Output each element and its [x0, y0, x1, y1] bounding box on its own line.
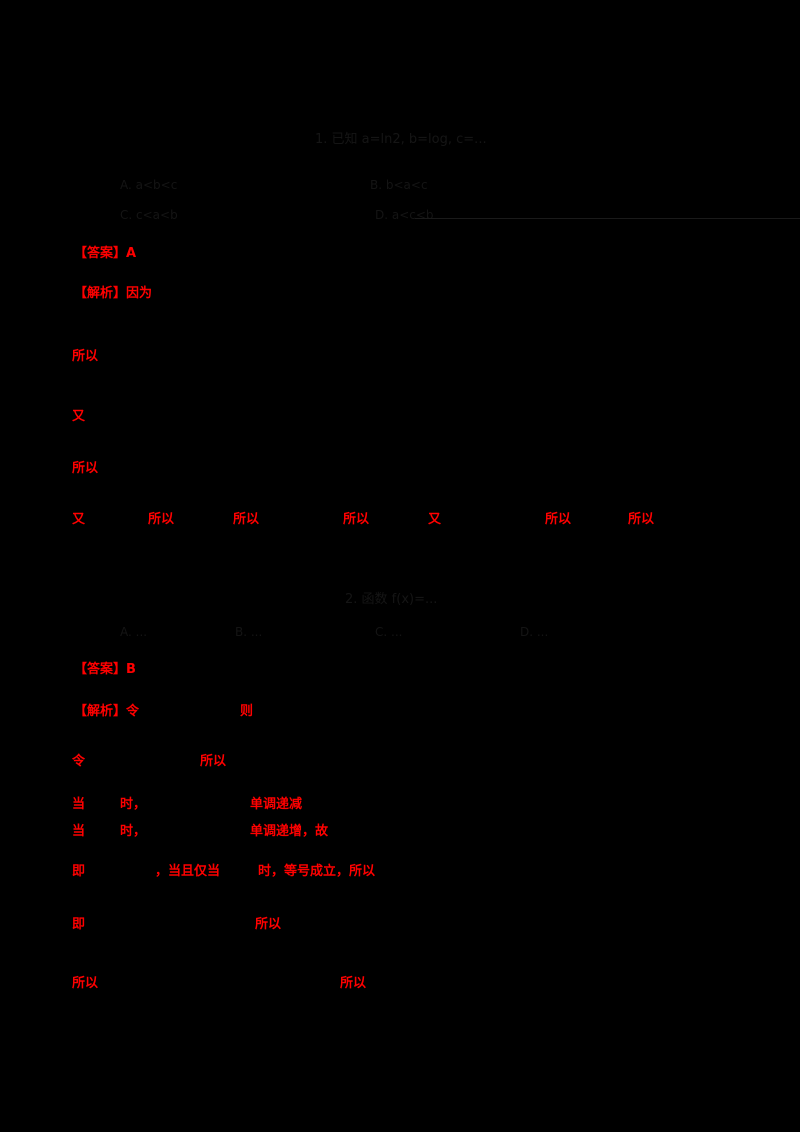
q2-line6-c: 时，等号成立，所以 [258, 864, 376, 879]
q2-line7-a: 即 [72, 917, 86, 932]
q1-tail-4: 又 [428, 512, 442, 527]
q2-line3-a: 令 [72, 754, 86, 769]
q2-line3-b: 所以 [200, 754, 227, 769]
divider [415, 218, 800, 219]
q1-tail-5: 所以 [545, 512, 572, 527]
q2-line4-c: 单调递减 [250, 797, 303, 812]
q2-line6-a: 即 [72, 864, 86, 879]
q2-line4-b: 时， [120, 797, 147, 812]
q2-line4-a: 当 [72, 797, 86, 812]
q2-answer-label: 【答案】B [74, 662, 136, 677]
q2-line5-a: 当 [72, 824, 86, 839]
q2-mid-label: 则 [240, 704, 254, 719]
q1-option-b: B. b<a<c [370, 178, 428, 192]
q1-analysis-label: 【解析】因为 [74, 286, 153, 301]
q1-answer-label: 【答案】A [74, 246, 137, 261]
q1-tail-6: 所以 [628, 512, 655, 527]
q1-option-c: C. c<a<b [120, 208, 178, 222]
q2-line8-a: 所以 [72, 976, 99, 991]
q1-line-2-label: 又 [72, 409, 86, 424]
q2-title: 2. 函数 f(x)=... [345, 592, 438, 607]
q2-option-d: D. ... [520, 625, 549, 639]
q2-analysis-label: 【解析】令 [74, 704, 140, 719]
q1-tail-3: 所以 [343, 512, 370, 527]
q2-line5-c: 单调递增，故 [250, 824, 329, 839]
q1-line-3-label: 所以 [72, 461, 99, 476]
q2-option-c: C. ... [375, 625, 403, 639]
q2-option-a: A. ... [120, 625, 148, 639]
q1-tail-2: 所以 [233, 512, 260, 527]
q2-line8-b: 所以 [340, 976, 367, 991]
q1-line-1-label: 所以 [72, 349, 99, 364]
q1-option-a: A. a<b<c [120, 178, 178, 192]
q1-tail-0: 又 [72, 512, 86, 527]
q2-option-b: B. ... [235, 625, 263, 639]
q2-line6-b: ，当且仅当 [155, 864, 221, 879]
q2-line7-b: 所以 [255, 917, 282, 932]
q1-tail-1: 所以 [148, 512, 175, 527]
q1-option-d: D. a<c<b [375, 208, 434, 222]
q2-line5-b: 时， [120, 824, 147, 839]
q1-title: 1. 已知 a=ln2, b=log, c=... [315, 132, 487, 147]
